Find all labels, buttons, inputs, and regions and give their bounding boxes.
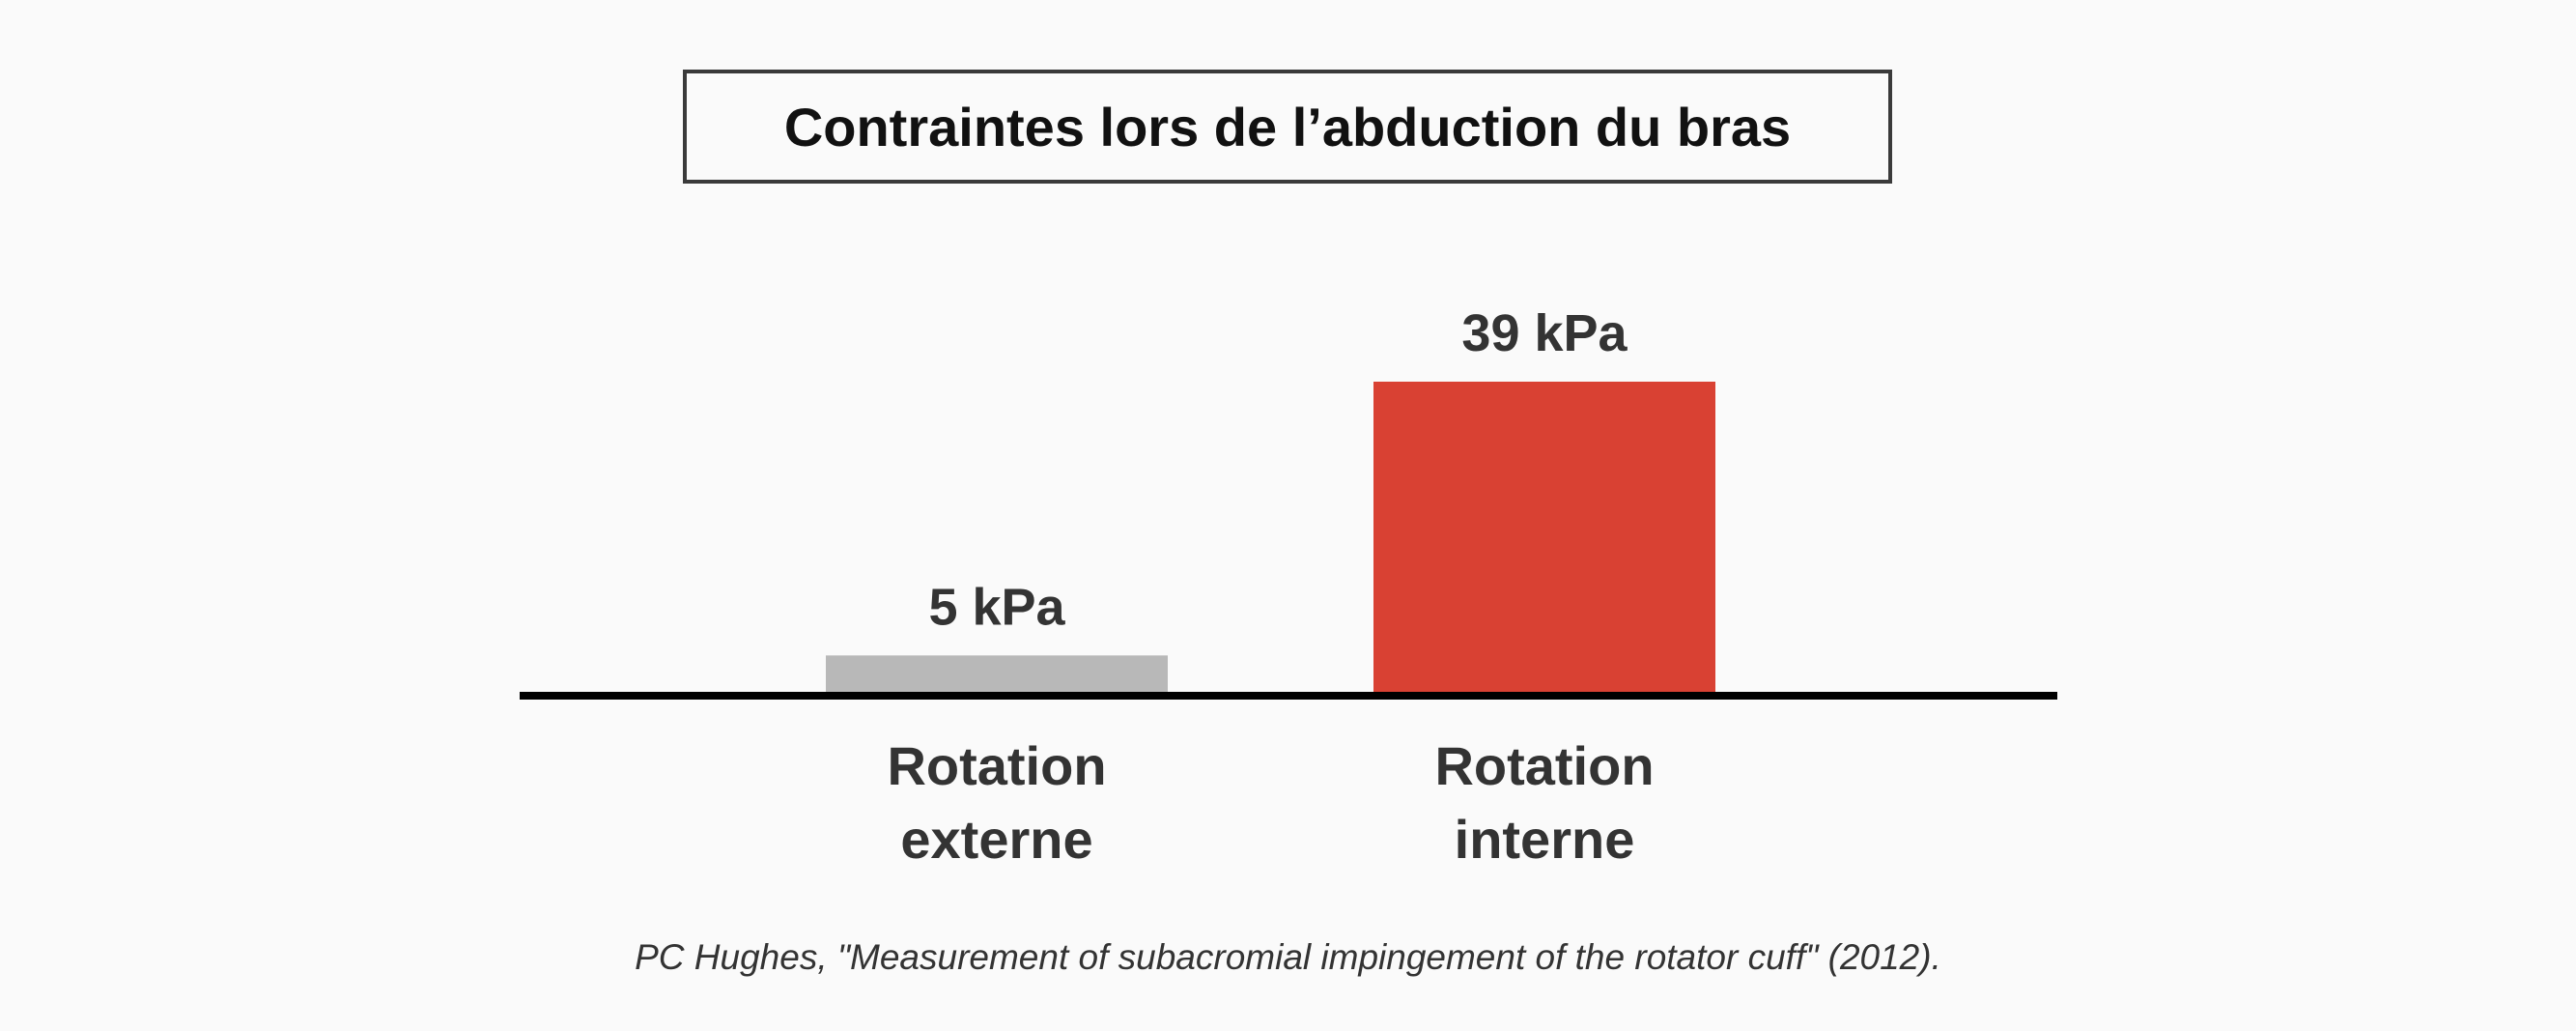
category-label-2-line-2: interne [1455, 809, 1635, 870]
category-label-1-line-1: Rotation [887, 735, 1106, 796]
category-label-1-line-2: externe [900, 809, 1092, 870]
bar-1 [826, 655, 1168, 696]
source-citation: PC Hughes, "Measurement of subacromial i… [635, 937, 1941, 977]
bar-value-label-1: 5 kPa [928, 578, 1065, 636]
bar-value-label-2: 39 kPa [1461, 304, 1628, 362]
bar-2 [1373, 382, 1715, 696]
chart-title-box: Contraintes lors de l’abduction du bras [683, 70, 1892, 184]
category-label-2-line-1: Rotation [1434, 735, 1654, 796]
chart-title: Contraintes lors de l’abduction du bras [783, 96, 1792, 158]
